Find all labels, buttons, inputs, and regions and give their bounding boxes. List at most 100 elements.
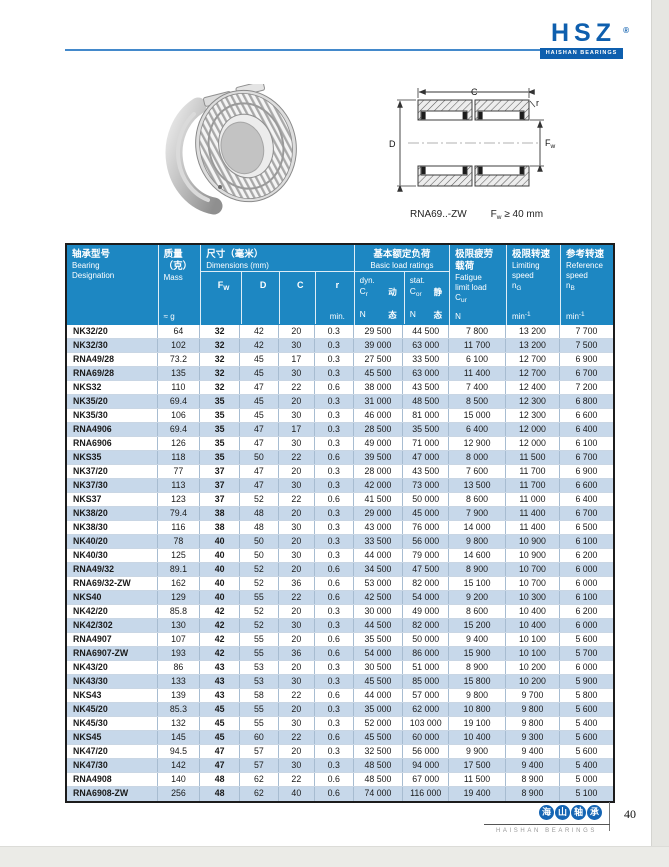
cell-limiting-speed: 10 100 xyxy=(506,647,560,660)
cell-fw: 40 xyxy=(200,577,241,590)
cell-fatigue-load: 8 900 xyxy=(449,661,506,674)
cell-mass: 106 xyxy=(158,409,201,422)
cell-designation: NK37/30 xyxy=(67,479,158,492)
cell-static-load: 50 000 xyxy=(403,633,450,646)
cell-mass: 129 xyxy=(158,591,201,604)
cell-c: 22 xyxy=(279,689,315,702)
cell-fatigue-load: 8 000 xyxy=(449,451,506,464)
cell-r-min: 0.6 xyxy=(315,563,354,576)
cell-mass: 132 xyxy=(158,717,201,730)
cell-r-min: 0.6 xyxy=(315,633,354,646)
cell-fatigue-load: 7 800 xyxy=(449,325,506,338)
page-number: 40 xyxy=(624,807,636,821)
cell-static-load: 49 000 xyxy=(403,605,450,618)
cell-limiting-speed: 13 200 xyxy=(506,325,560,338)
cell-dynamic-load: 49 000 xyxy=(354,437,404,450)
cell-c: 20 xyxy=(279,325,315,338)
cell-designation: NK47/20 xyxy=(67,745,158,758)
cell-fatigue-load: 6 400 xyxy=(449,423,506,436)
cell-reference-speed: 6 800 xyxy=(575,396,598,406)
cell-dynamic-load: 35 000 xyxy=(354,703,404,716)
cell-reference-speed: 5 900 xyxy=(575,676,598,686)
cell-dynamic-load: 38 000 xyxy=(354,381,404,394)
table-row: RNA4908 140 48 62 22 0.6 48 500 67 000 1… xyxy=(67,773,613,787)
cell-designation: RNA6906 xyxy=(67,437,158,450)
table-row: RNA4906 69.4 35 47 17 0.3 28 500 35 500 … xyxy=(67,423,613,437)
cell-static-load: 82 000 xyxy=(403,577,450,590)
cell-d: 47 xyxy=(240,479,279,492)
cell-static-load: 57 000 xyxy=(403,689,450,702)
cell-limiting-speed: 12 400 xyxy=(506,381,560,394)
table-row: RNA4907 107 42 55 20 0.6 35 500 50 000 9… xyxy=(67,633,613,647)
cell-c: 36 xyxy=(279,647,315,660)
cell-r-min: 0.3 xyxy=(315,703,354,716)
cell-fw: 40 xyxy=(200,591,241,604)
cell-fw: 47 xyxy=(200,745,241,758)
cell-static-load: 86 000 xyxy=(403,647,450,660)
cell-fw: 43 xyxy=(200,689,241,702)
figure-caption: RNA69..-ZW Fw ≥ 40 mm xyxy=(410,209,590,221)
cell-c: 30 xyxy=(279,409,315,422)
header-dims-en: Dimensions (mm) xyxy=(206,261,269,270)
cell-limiting-speed: 10 100 xyxy=(506,633,560,646)
cell-r-min: 0.3 xyxy=(315,759,354,772)
cell-c: 30 xyxy=(279,367,315,380)
table-row: NK35/30 106 35 45 30 0.3 46 000 81 000 1… xyxy=(67,409,613,423)
cell-limiting-speed: 8 900 xyxy=(506,773,560,786)
cell-reference-speed: 5 600 xyxy=(575,732,598,742)
cell-fw: 32 xyxy=(200,367,241,380)
cell-designation: RNA6907-ZW xyxy=(67,647,158,660)
cell-designation: NK35/30 xyxy=(67,409,158,422)
cell-dynamic-load: 45 500 xyxy=(354,675,404,688)
cell-d: 55 xyxy=(240,647,279,660)
cell-designation: RNA4908 xyxy=(67,773,158,786)
cell-designation: NKS43 xyxy=(67,689,158,702)
cell-limiting-speed: 10 900 xyxy=(506,535,560,548)
registered-mark: ® xyxy=(623,26,629,35)
header-stat-label: stat. xyxy=(409,276,425,285)
cell-designation: NK42/302 xyxy=(67,619,158,632)
table-row: NK47/30 142 47 57 30 0.3 48 500 94 000 1… xyxy=(67,759,613,773)
cell-dynamic-load: 31 000 xyxy=(354,395,404,408)
cell-static-load: 44 500 xyxy=(403,325,450,338)
cell-designation: NK45/30 xyxy=(67,717,158,730)
cell-mass: 140 xyxy=(158,773,201,786)
cell-limiting-speed: 11 700 xyxy=(506,465,560,478)
cell-d: 45 xyxy=(240,409,279,422)
cell-limiting-speed: 10 200 xyxy=(506,675,560,688)
header-reference-en2: speed xyxy=(566,271,588,280)
cell-fatigue-load: 7 900 xyxy=(449,507,506,520)
cell-fw: 42 xyxy=(200,633,241,646)
header-reference-en1: Reference xyxy=(566,261,603,270)
table-row: NK43/20 86 43 53 20 0.3 30 500 51 000 8 … xyxy=(67,661,613,675)
cell-fatigue-load: 10 400 xyxy=(449,731,506,744)
cell-static-load: 103 000 xyxy=(403,717,450,730)
table-row: NK35/20 69.4 35 45 20 0.3 31 000 48 500 … xyxy=(67,395,613,409)
cell-c: 40 xyxy=(279,787,315,801)
cell-d: 47 xyxy=(240,437,279,450)
cell-limiting-speed: 11 400 xyxy=(506,521,560,534)
cell-fatigue-load: 8 600 xyxy=(449,493,506,506)
cell-fatigue-load: 6 100 xyxy=(449,353,506,366)
cell-d: 55 xyxy=(240,633,279,646)
cell-c: 30 xyxy=(279,549,315,562)
cell-d: 47 xyxy=(240,465,279,478)
footer-rule xyxy=(484,824,610,825)
cell-c: 20 xyxy=(279,465,315,478)
cell-static-load: 73 000 xyxy=(403,479,450,492)
cell-static-load: 51 000 xyxy=(403,661,450,674)
cell-designation: NK32/20 xyxy=(67,325,158,338)
cell-static-load: 71 000 xyxy=(403,437,450,450)
cell-r-min: 0.3 xyxy=(315,661,354,674)
brand-logo: HSZ ® HAISHAN BEARINGS xyxy=(540,20,629,59)
cell-static-load: 63 000 xyxy=(403,367,450,380)
dim-label-fw: Fw xyxy=(545,138,556,150)
cell-mass: 85.3 xyxy=(158,703,201,716)
header-col-c: C xyxy=(279,272,315,324)
cell-reference-speed: 6 200 xyxy=(575,550,598,560)
table-row: NK32/20 64 32 42 20 0.3 29 500 44 500 7 … xyxy=(67,325,613,339)
cell-c: 22 xyxy=(279,773,315,786)
dim-label-c: C xyxy=(471,87,478,97)
header-mass-unit: ≈ g xyxy=(163,312,175,321)
cell-fw: 42 xyxy=(200,647,241,660)
